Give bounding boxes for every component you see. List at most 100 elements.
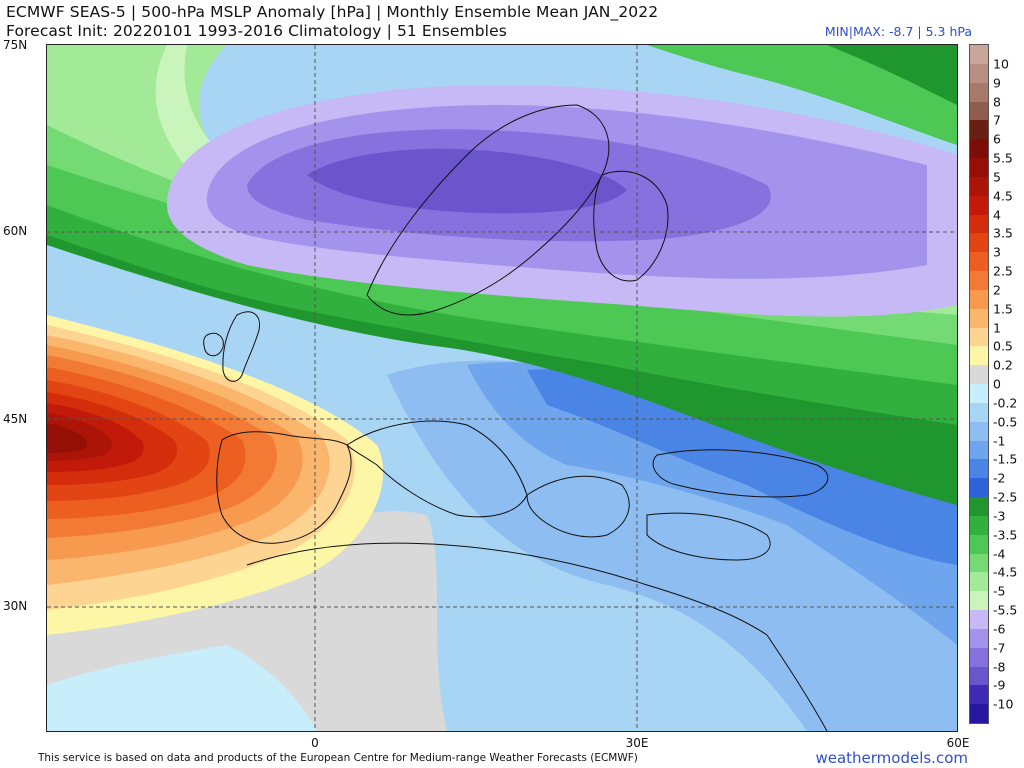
colorbar-swatch xyxy=(970,195,988,215)
colorbar-swatch xyxy=(970,158,988,178)
colorbar-tick-label: 3 xyxy=(993,244,1001,260)
balkans-coast xyxy=(526,475,630,538)
colorbar-tick-label: -4.5 xyxy=(993,564,1018,580)
colorbar-tick-label: -1.5 xyxy=(993,451,1018,467)
attribution-note: This service is based on data and produc… xyxy=(38,752,638,764)
colorbar-tick-label: 5 xyxy=(993,169,1001,185)
colorbar-tick-label: -0.2 xyxy=(993,395,1018,411)
colorbar-swatch xyxy=(970,572,988,592)
britain-coast xyxy=(222,311,261,382)
lat-label-75n: 75N xyxy=(3,38,28,52)
black-sea-coast xyxy=(652,449,829,498)
colorbar-swatch xyxy=(970,82,988,102)
colorbar-tick-label: 0.2 xyxy=(993,357,1013,373)
field-plus5 xyxy=(47,423,88,453)
lon-label-30e: 30E xyxy=(625,736,649,750)
colorbar-swatch xyxy=(970,214,988,234)
anatolia-coast xyxy=(646,512,771,561)
colorbar xyxy=(969,44,989,724)
colorbar-tick-label: -3.5 xyxy=(993,527,1018,543)
colorbar-tick-label: 1.5 xyxy=(993,301,1013,317)
iberia-coast xyxy=(216,431,352,544)
min-max-readout: MIN|MAX: -8.7 | 5.3 hPa xyxy=(824,24,972,39)
colorbar-swatch xyxy=(970,365,988,385)
field-minus3 xyxy=(47,175,957,425)
colorbar-tick-label: -9 xyxy=(993,677,1006,693)
ireland-coast xyxy=(203,332,224,357)
colorbar-tick-label: -2 xyxy=(993,470,1006,486)
field-minus8 xyxy=(307,148,627,214)
colorbar-swatch xyxy=(970,685,988,705)
lon-label-60e: 60E xyxy=(946,736,970,750)
field-minus1-5 xyxy=(467,362,957,645)
colorbar-tick-label: 2.5 xyxy=(993,263,1013,279)
colorbar-tick-label: -5 xyxy=(993,583,1006,599)
colorbar-tick-label: 8 xyxy=(993,94,1001,109)
lat-label-45n: 45N xyxy=(3,412,28,426)
colorbar-tick-label: 4.5 xyxy=(993,188,1013,204)
colorbar-swatch xyxy=(970,271,988,291)
colorbar-swatch xyxy=(970,346,988,366)
red-sea-coast xyxy=(766,634,828,731)
graticule xyxy=(47,45,957,731)
colorbar-swatch xyxy=(970,120,988,140)
field-minus0-2 xyxy=(47,645,317,731)
italy-region-coast xyxy=(346,420,528,518)
colorbar-tick-label: 7 xyxy=(993,112,1001,128)
north-africa-coast xyxy=(246,542,768,636)
colorbar-swatch xyxy=(970,308,988,328)
colorbar-tick-label: -2.5 xyxy=(993,489,1018,505)
colorbar-swatch xyxy=(970,421,988,441)
colorbar-swatch xyxy=(970,553,988,573)
field-north-green xyxy=(647,45,957,145)
colorbar-swatch xyxy=(970,515,988,536)
colorbar-tick-label: 2 xyxy=(993,282,1001,298)
scandinavia-coast xyxy=(366,104,610,316)
colorbar-swatch xyxy=(970,63,988,84)
colorbar-tick-label: -6 xyxy=(993,621,1006,637)
colorbar-swatch xyxy=(970,628,988,649)
brand-link[interactable]: weathermodels.com xyxy=(815,749,968,767)
colorbar-swatch xyxy=(970,139,988,159)
colorbar-swatch xyxy=(970,440,988,460)
map-title: ECMWF SEAS-5 | 500-hPa MSLP Anomaly [hPa… xyxy=(6,3,659,21)
lat-label-60n: 60N xyxy=(3,224,28,238)
field-minus1 xyxy=(387,360,957,731)
colorbar-swatch xyxy=(970,176,988,197)
anomaly-map-svg xyxy=(47,45,957,731)
colorbar-tick-label: -8 xyxy=(993,659,1006,674)
field-minus3-5 xyxy=(47,145,957,385)
colorbar-swatch xyxy=(970,591,988,611)
colorbar-tick-label: -4 xyxy=(993,546,1006,561)
colorbar-swatch xyxy=(970,101,988,121)
colorbar-swatch xyxy=(970,402,988,423)
colorbar-swatch xyxy=(970,666,988,686)
colorbar-tick-label: 10 xyxy=(993,56,1009,72)
colorbar-tick-label: 6 xyxy=(993,131,1001,147)
colorbar-tick-label: 5.5 xyxy=(993,150,1013,166)
field-north-darkgreen xyxy=(827,45,957,105)
colorbar-tick-label: -5.5 xyxy=(993,602,1018,618)
colorbar-tick-label: 3.5 xyxy=(993,225,1013,241)
colorbar-tick-label: 0 xyxy=(993,376,1001,392)
colorbar-tick-label: -7 xyxy=(993,640,1006,656)
coastlines xyxy=(203,104,829,731)
colorbar-tick-label: -3 xyxy=(993,508,1006,524)
colorbar-tick-label: 4 xyxy=(993,207,1001,222)
field-minus2 xyxy=(527,369,957,565)
map-subtitle: Forecast Init: 20220101 1993-2016 Climat… xyxy=(6,22,507,40)
colorbar-swatch xyxy=(970,459,988,479)
colorbar-swatch xyxy=(970,497,988,517)
colorbar-swatch xyxy=(970,610,988,630)
colorbar-swatch xyxy=(970,327,988,347)
colorbar-swatch xyxy=(970,647,988,667)
colorbar-swatch xyxy=(970,704,988,724)
colorbar-tick-label: 9 xyxy=(993,75,1001,91)
lon-label-0: 0 xyxy=(311,736,319,750)
lat-label-30n: 30N xyxy=(3,599,28,613)
finland-coast xyxy=(593,170,669,282)
colorbar-swatch xyxy=(970,252,988,272)
anomaly-map xyxy=(46,44,958,732)
colorbar-tick-label: 1 xyxy=(993,320,1001,335)
colorbar-swatch xyxy=(970,534,988,554)
